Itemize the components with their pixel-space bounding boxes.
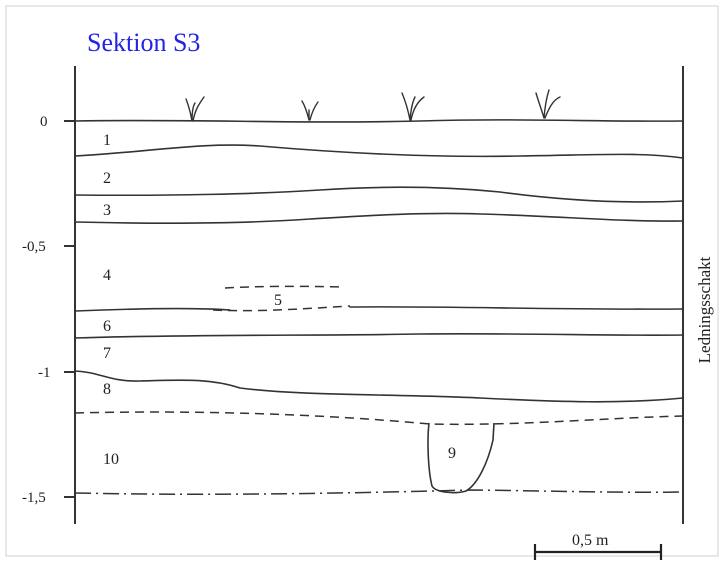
vegetation-tuft-icon [401,92,425,121]
section-title: Sektion S3 [87,28,200,57]
tick-label-1: -1 [38,365,51,381]
layer-label-10: 10 [103,451,119,468]
boundary-4-6 [74,306,684,312]
depth-ticks [64,120,75,498]
layer-label-4: 4 [103,267,111,284]
layer-label-2: 2 [103,170,111,187]
boundary-8-10 [74,411,684,426]
layer-label-8: 8 [103,381,111,398]
boundary-7-8 [74,370,684,403]
vegetation-tuft-icon [185,96,205,122]
boundary-3-4 [74,212,684,225]
layer-label-5: 5 [274,292,282,309]
layer-label-9: 9 [448,445,456,462]
vegetation-tuft-icon [301,100,319,121]
scale-bar [533,544,663,560]
vegetation-tuft-icon [535,89,561,119]
wall-label: Ledningsschakt [695,256,714,363]
boundary-2-3 [74,186,684,203]
layer-label-7: 7 [103,345,111,362]
scale-bar-label: 0,5 m [572,532,609,549]
layer-5-lower-boundary [212,305,351,312]
layer-10-base [74,489,684,495]
tick-label-0: 0 [40,114,48,130]
boundary-6-7 [74,333,684,339]
tick-label-1-5: -1,5 [22,490,46,506]
feature-9-pit [427,422,495,494]
layer-label-3: 3 [103,202,111,219]
ground-surface-line [74,119,684,123]
layer-label-1: 1 [103,132,111,149]
layer-5-upper-boundary [224,285,343,289]
tick-label-0-5: -0,5 [22,239,46,255]
layer-label-6: 6 [103,318,111,335]
figure-frame [5,5,719,557]
boundary-1-2 [74,144,684,159]
